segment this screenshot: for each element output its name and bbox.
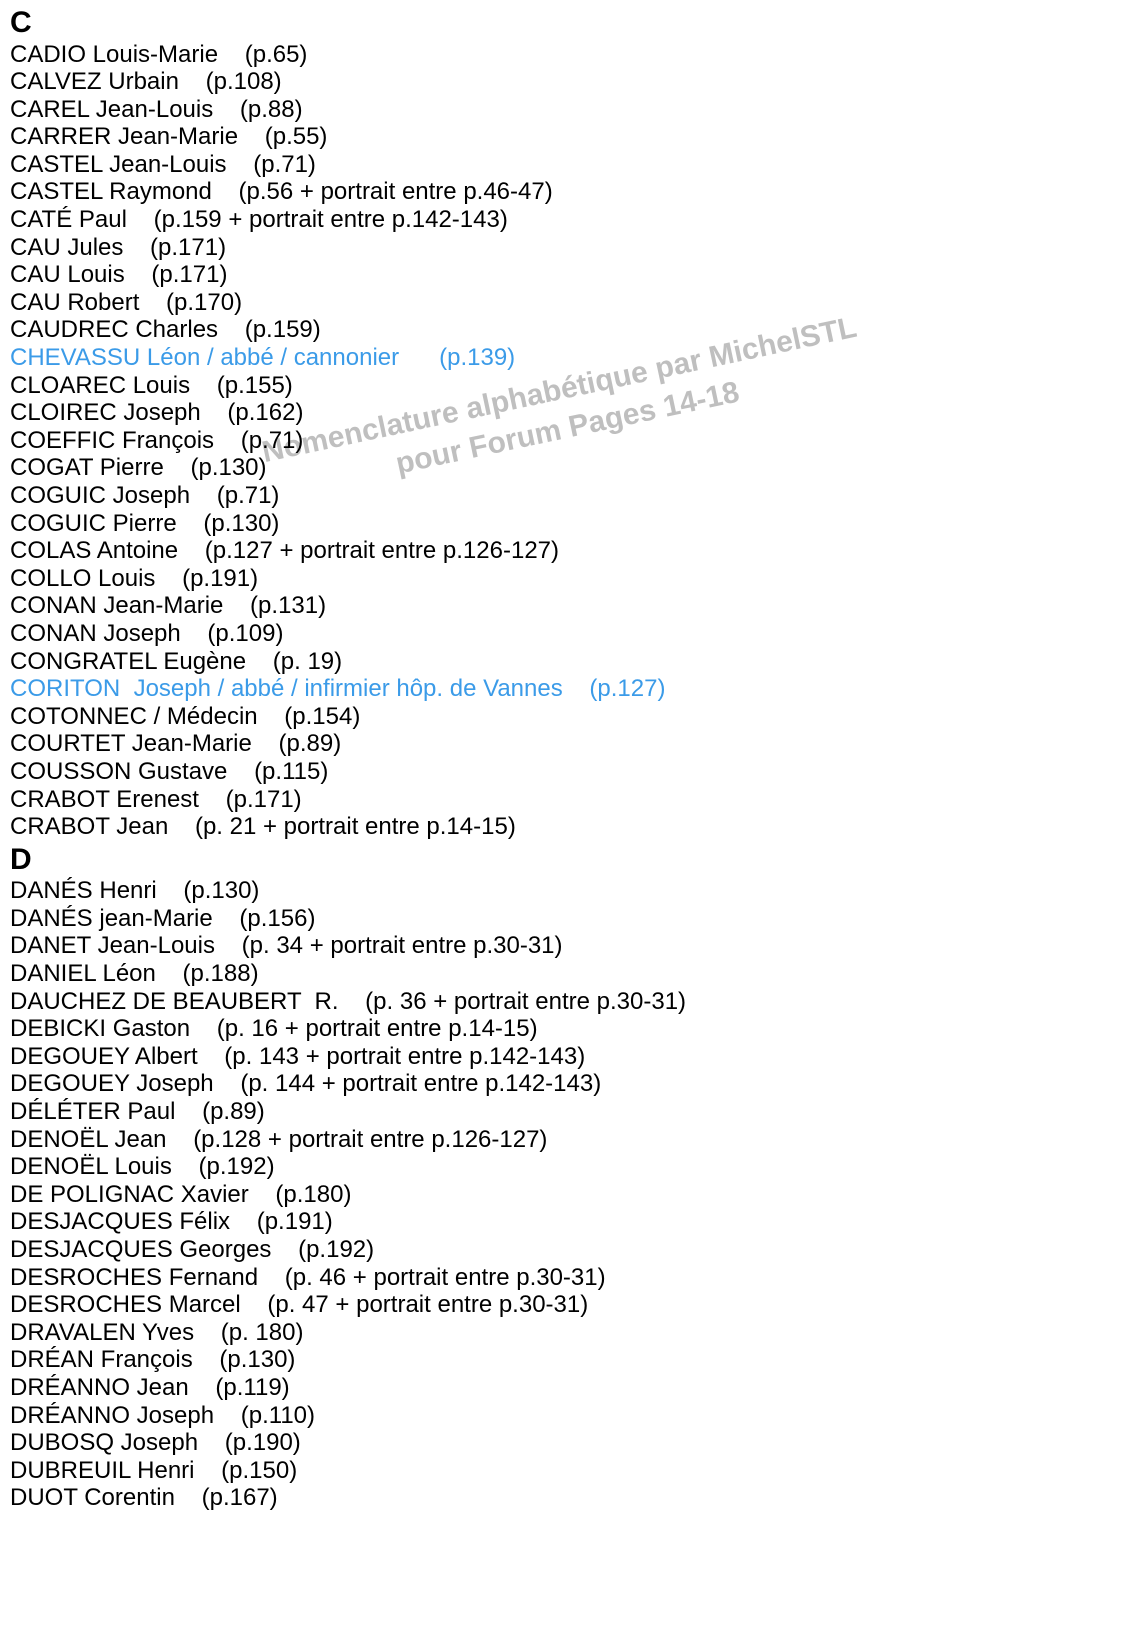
index-entry-link[interactable]: CORITON Joseph / abbé / infirmier hôp. d… <box>10 675 1132 703</box>
index-entry: CARRER Jean-Marie (p.55) <box>10 123 1132 151</box>
index-entry: CASTEL Raymond (p.56 + portrait entre p.… <box>10 178 1132 206</box>
index-entry: CAU Robert (p.170) <box>10 289 1132 317</box>
index-entry: DANET Jean-Louis (p. 34 + portrait entre… <box>10 932 1132 960</box>
index-entry: DE POLIGNAC Xavier (p.180) <box>10 1181 1132 1209</box>
index-entry: CRABOT Jean (p. 21 + portrait entre p.14… <box>10 813 1132 841</box>
index-entry: COUSSON Gustave (p.115) <box>10 758 1132 786</box>
index-entry: CAUDREC Charles (p.159) <box>10 316 1132 344</box>
section-heading-C: C <box>10 6 1132 41</box>
index-entry: COLLO Louis (p.191) <box>10 565 1132 593</box>
index-entry: CATÉ Paul (p.159 + portrait entre p.142-… <box>10 206 1132 234</box>
index-entry: COLAS Antoine (p.127 + portrait entre p.… <box>10 537 1132 565</box>
index-entry: CONAN Joseph (p.109) <box>10 620 1132 648</box>
index-entry: DEBICKI Gaston (p. 16 + portrait entre p… <box>10 1015 1132 1043</box>
index-entry: DUBOSQ Joseph (p.190) <box>10 1429 1132 1457</box>
index-entry: COGUIC Joseph (p.71) <box>10 482 1132 510</box>
index-entry: DANIEL Léon (p.188) <box>10 960 1132 988</box>
index-entry: DUBREUIL Henri (p.150) <box>10 1457 1132 1485</box>
index-entry: DUOT Corentin (p.167) <box>10 1484 1132 1512</box>
index-entry: CAREL Jean-Louis (p.88) <box>10 96 1132 124</box>
index-entry: DANÉS jean-Marie (p.156) <box>10 905 1132 933</box>
index-entry: CALVEZ Urbain (p.108) <box>10 68 1132 96</box>
index-entry: COGUIC Pierre (p.130) <box>10 510 1132 538</box>
index-entry: CLOAREC Louis (p.155) <box>10 372 1132 400</box>
index-entry: COURTET Jean-Marie (p.89) <box>10 730 1132 758</box>
index-entry: DENOËL Jean (p.128 + portrait entre p.12… <box>10 1126 1132 1154</box>
index-entry: DEGOUEY Albert (p. 143 + portrait entre … <box>10 1043 1132 1071</box>
index-entry: DESJACQUES Georges (p.192) <box>10 1236 1132 1264</box>
index-entry: CAU Jules (p.171) <box>10 234 1132 262</box>
index-entry: COEFFIC François (p.71) <box>10 427 1132 455</box>
index-entry: DRAVALEN Yves (p. 180) <box>10 1319 1132 1347</box>
index-entry: DAUCHEZ DE BEAUBERT R. (p. 36 + portrait… <box>10 988 1132 1016</box>
index-entry: DESJACQUES Félix (p.191) <box>10 1208 1132 1236</box>
index-entry: DEGOUEY Joseph (p. 144 + portrait entre … <box>10 1070 1132 1098</box>
index-entry: DÉLÉTER Paul (p.89) <box>10 1098 1132 1126</box>
index-entry: COTONNEC / Médecin (p.154) <box>10 703 1132 731</box>
index-entry: DESROCHES Fernand (p. 46 + portrait entr… <box>10 1264 1132 1292</box>
index-entry: COGAT Pierre (p.130) <box>10 454 1132 482</box>
index-list: CCADIO Louis-Marie (p.65)CALVEZ Urbain (… <box>10 6 1132 1512</box>
index-entry: DESROCHES Marcel (p. 47 + portrait entre… <box>10 1291 1132 1319</box>
index-entry: CASTEL Jean-Louis (p.71) <box>10 151 1132 179</box>
index-entry-link[interactable]: CHEVASSU Léon / abbé / cannonier (p.139) <box>10 344 1132 372</box>
index-entry: CLOIREC Joseph (p.162) <box>10 399 1132 427</box>
index-entry: CONAN Jean-Marie (p.131) <box>10 592 1132 620</box>
index-entry: CADIO Louis-Marie (p.65) <box>10 41 1132 69</box>
index-entry: CONGRATEL Eugène (p. 19) <box>10 648 1132 676</box>
section-heading-D: D <box>10 843 1132 878</box>
index-entry: DANÉS Henri (p.130) <box>10 877 1132 905</box>
index-entry: DENOËL Louis (p.192) <box>10 1153 1132 1181</box>
index-entry: CAU Louis (p.171) <box>10 261 1132 289</box>
index-entry: DRÉAN François (p.130) <box>10 1346 1132 1374</box>
index-entry: DRÉANNO Joseph (p.110) <box>10 1402 1132 1430</box>
index-entry: CRABOT Erenest (p.171) <box>10 786 1132 814</box>
index-entry: DRÉANNO Jean (p.119) <box>10 1374 1132 1402</box>
